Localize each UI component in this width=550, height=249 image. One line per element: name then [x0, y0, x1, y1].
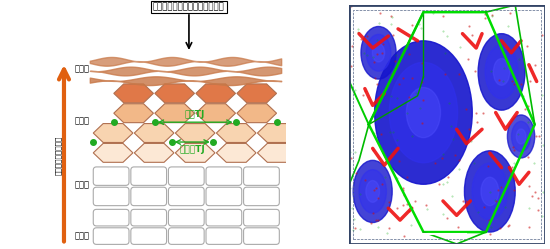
FancyBboxPatch shape: [244, 187, 279, 206]
Ellipse shape: [406, 87, 441, 138]
Polygon shape: [216, 124, 256, 142]
Polygon shape: [155, 84, 195, 103]
FancyBboxPatch shape: [206, 209, 242, 226]
Text: 基底層: 基底層: [75, 232, 90, 241]
Ellipse shape: [472, 163, 508, 220]
Ellipse shape: [512, 122, 531, 151]
Ellipse shape: [508, 115, 535, 158]
FancyBboxPatch shape: [244, 167, 279, 185]
Polygon shape: [196, 104, 235, 123]
FancyBboxPatch shape: [244, 228, 279, 244]
Text: 角質層: 角質層: [75, 64, 90, 73]
Text: レーザー顕微鏡による観察方向: レーザー顕微鏡による観察方向: [153, 2, 225, 11]
Text: 表皮ターンオーバー: 表皮ターンオーバー: [54, 136, 61, 175]
Ellipse shape: [481, 177, 499, 206]
Polygon shape: [155, 104, 195, 123]
Text: 有棘層: 有棘層: [75, 181, 90, 189]
Polygon shape: [175, 124, 215, 142]
FancyBboxPatch shape: [168, 228, 204, 244]
Ellipse shape: [493, 59, 510, 85]
FancyBboxPatch shape: [168, 187, 204, 206]
FancyBboxPatch shape: [131, 228, 167, 244]
FancyBboxPatch shape: [206, 187, 242, 206]
FancyBboxPatch shape: [94, 187, 129, 206]
Text: 新しいTJ: 新しいTJ: [179, 145, 205, 154]
Ellipse shape: [464, 151, 515, 232]
Text: 顆粒層: 顆粒層: [75, 116, 90, 125]
Polygon shape: [134, 124, 174, 142]
FancyBboxPatch shape: [244, 209, 279, 226]
Ellipse shape: [485, 45, 518, 99]
Text: 5 μm: 5 μm: [429, 225, 445, 230]
Polygon shape: [237, 104, 277, 123]
Polygon shape: [175, 143, 215, 162]
FancyBboxPatch shape: [168, 209, 204, 226]
FancyBboxPatch shape: [131, 187, 167, 206]
FancyBboxPatch shape: [94, 209, 129, 226]
Polygon shape: [94, 124, 133, 142]
Ellipse shape: [366, 181, 379, 202]
Polygon shape: [94, 143, 133, 162]
FancyBboxPatch shape: [206, 167, 242, 185]
Polygon shape: [257, 124, 297, 142]
Ellipse shape: [516, 129, 526, 144]
Polygon shape: [216, 143, 256, 162]
FancyBboxPatch shape: [94, 228, 129, 244]
FancyBboxPatch shape: [206, 228, 242, 244]
Ellipse shape: [353, 160, 392, 223]
Ellipse shape: [375, 41, 472, 184]
Text: 古いTJ: 古いTJ: [185, 110, 205, 120]
Ellipse shape: [372, 44, 384, 62]
Polygon shape: [257, 143, 297, 162]
Polygon shape: [237, 84, 277, 103]
Ellipse shape: [361, 26, 396, 79]
FancyBboxPatch shape: [168, 167, 204, 185]
Ellipse shape: [359, 170, 386, 213]
Ellipse shape: [389, 62, 458, 163]
Ellipse shape: [478, 34, 525, 110]
FancyBboxPatch shape: [94, 167, 129, 185]
Ellipse shape: [366, 34, 391, 71]
Polygon shape: [196, 84, 235, 103]
Polygon shape: [134, 143, 174, 162]
FancyBboxPatch shape: [131, 209, 167, 226]
FancyBboxPatch shape: [131, 167, 167, 185]
Polygon shape: [114, 104, 153, 123]
Polygon shape: [114, 84, 153, 103]
